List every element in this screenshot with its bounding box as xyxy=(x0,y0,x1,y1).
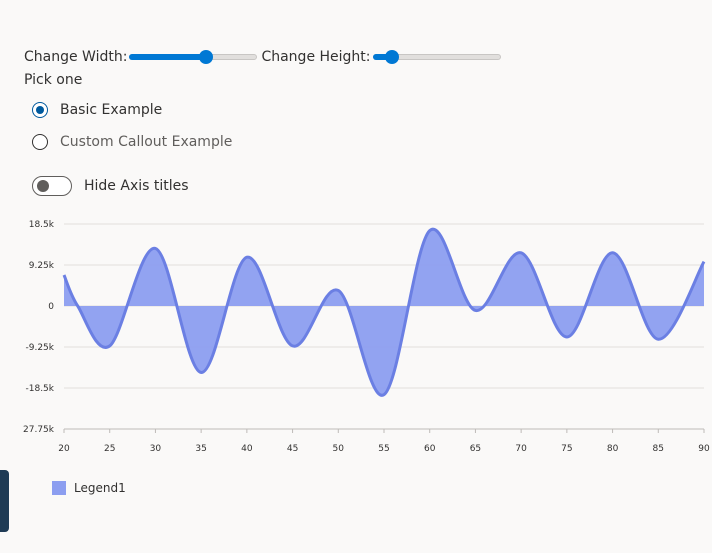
toggle-knob xyxy=(37,180,49,192)
legend-label[interactable]: Legend1 xyxy=(74,481,126,495)
radio-unselected-icon xyxy=(32,134,48,150)
series-area xyxy=(64,229,704,396)
x-tick-label: 50 xyxy=(333,444,345,454)
x-tick-label: 85 xyxy=(653,444,664,454)
x-tick-label: 40 xyxy=(241,444,253,454)
x-tick-label: 35 xyxy=(195,444,206,454)
hide-axis-titles-toggle[interactable]: Hide Axis titles xyxy=(32,176,189,196)
x-tick-label: 80 xyxy=(607,444,619,454)
x-tick-label: 75 xyxy=(561,444,572,454)
y-tick-label: 0 xyxy=(48,302,54,312)
x-tick-label: 65 xyxy=(470,444,481,454)
data-point xyxy=(108,344,112,348)
y-tick-label: 27.75k xyxy=(23,425,55,435)
x-tick-label: 30 xyxy=(150,444,162,454)
radio-basic-example[interactable]: Basic Example xyxy=(32,102,162,118)
data-point xyxy=(702,260,706,264)
x-tick-label: 20 xyxy=(58,444,70,454)
data-point xyxy=(565,335,569,339)
chart-legend: Legend1 xyxy=(52,481,126,495)
side-panel-tab[interactable] xyxy=(0,470,9,532)
data-point xyxy=(199,370,203,374)
x-tick-label: 90 xyxy=(698,444,710,454)
series-line xyxy=(62,227,706,397)
radio-custom-callout-example[interactable]: Custom Callout Example xyxy=(32,134,232,150)
toggle-track[interactable] xyxy=(32,176,72,196)
x-tick-label: 45 xyxy=(287,444,298,454)
data-point xyxy=(153,246,157,250)
y-tick-label: 9.25k xyxy=(29,261,55,271)
width-slider-thumb[interactable] xyxy=(199,50,214,64)
y-tick-label: -9.25k xyxy=(26,343,55,353)
data-point xyxy=(291,344,295,348)
data-point xyxy=(382,393,386,397)
data-point xyxy=(656,337,660,341)
height-slider-thumb[interactable] xyxy=(384,50,399,64)
height-label: Change Height: xyxy=(261,49,371,65)
width-slider[interactable] xyxy=(129,49,258,65)
radio-selected-icon xyxy=(32,102,48,118)
legend-swatch xyxy=(52,481,66,495)
data-point xyxy=(336,288,340,292)
y-tick-label: -18.5k xyxy=(26,384,55,394)
y-tick-label: 18.5k xyxy=(29,220,55,230)
data-point xyxy=(473,308,477,312)
width-label: Change Width: xyxy=(24,49,128,65)
radio-custom-label: Custom Callout Example xyxy=(60,134,233,150)
data-point xyxy=(62,273,66,277)
data-point xyxy=(428,229,432,233)
toggle-label: Hide Axis titles xyxy=(84,178,189,194)
radio-basic-label: Basic Example xyxy=(60,102,163,118)
data-point xyxy=(76,304,80,308)
data-point xyxy=(245,255,249,259)
size-controls: Change Width: Change Height: xyxy=(24,49,503,65)
x-tick-label: 60 xyxy=(424,444,436,454)
x-tick-label: 55 xyxy=(378,444,389,454)
x-tick-label: 25 xyxy=(104,444,115,454)
data-point xyxy=(611,251,615,255)
data-point xyxy=(519,251,523,255)
x-tick-label: 70 xyxy=(515,444,527,454)
pick-one-label: Pick one xyxy=(24,72,83,88)
height-slider[interactable] xyxy=(372,49,501,65)
